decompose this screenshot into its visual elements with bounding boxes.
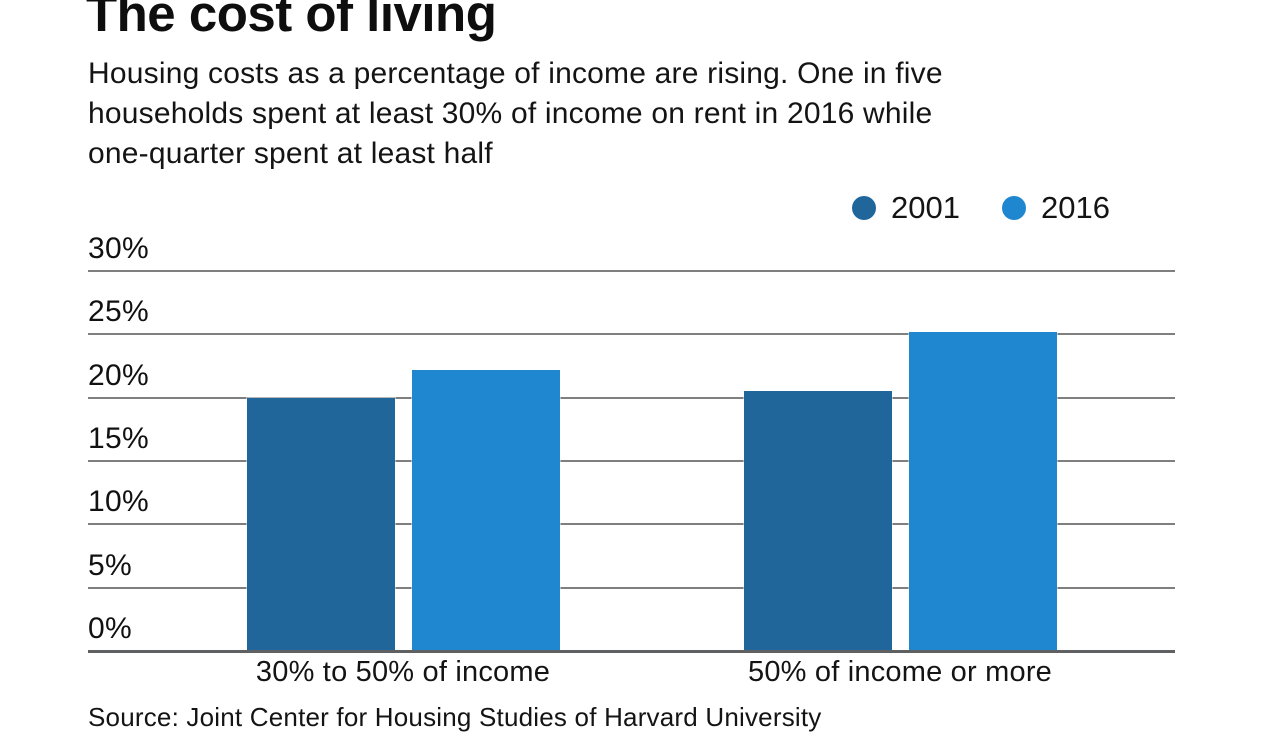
legend-item-2016: 2016 [1001, 190, 1110, 226]
legend-dot-2016-icon [1001, 196, 1026, 220]
bar-2001-group-2 [743, 391, 892, 651]
gridline-0 [88, 650, 1175, 653]
y-axis-label-5: 5% [88, 548, 132, 582]
chart-legend: 2001 2016 [852, 190, 1110, 226]
legend-item-2001: 2001 [852, 190, 960, 226]
y-axis-label-10: 10% [88, 485, 149, 519]
gridline-25 [88, 333, 1175, 336]
page-title: The cost of living [86, 0, 497, 42]
y-axis-label-0: 0% [88, 612, 132, 645]
source-note: Source: Joint Center for Housing Studies… [88, 702, 822, 732]
x-axis-label-group-1: 30% to 50% of income [255, 656, 551, 688]
legend-label-2001: 2001 [891, 190, 960, 225]
legend-label-2016: 2016 [1040, 190, 1110, 225]
subtitle-line: Housing costs as a percentage of income … [88, 57, 943, 90]
subtitle-line: households spent at least 30% of income … [88, 97, 933, 130]
gridline-15 [88, 460, 1175, 462]
x-axis-label-group-2: 50% of income or more [748, 656, 1052, 688]
gridline-10 [88, 523, 1175, 526]
y-axis-label-30: 30% [88, 232, 149, 265]
gridline-30 [88, 270, 1175, 272]
bar-2016-group-2 [908, 331, 1057, 651]
y-axis-label-25: 25% [88, 295, 149, 329]
y-axis-label-20: 20% [88, 358, 149, 392]
y-axis-label-15: 15% [88, 422, 149, 455]
chart-subtitle: Housing costs as a percentage of income … [88, 54, 943, 174]
gridline-20 [88, 396, 1175, 399]
bar-2016-group-1 [411, 369, 560, 651]
gridline-5 [88, 586, 1175, 589]
legend-dot-2001-icon [852, 196, 876, 220]
bar-2001-group-1 [246, 397, 395, 651]
subtitle-line: one-quarter spent at least half [88, 137, 493, 170]
